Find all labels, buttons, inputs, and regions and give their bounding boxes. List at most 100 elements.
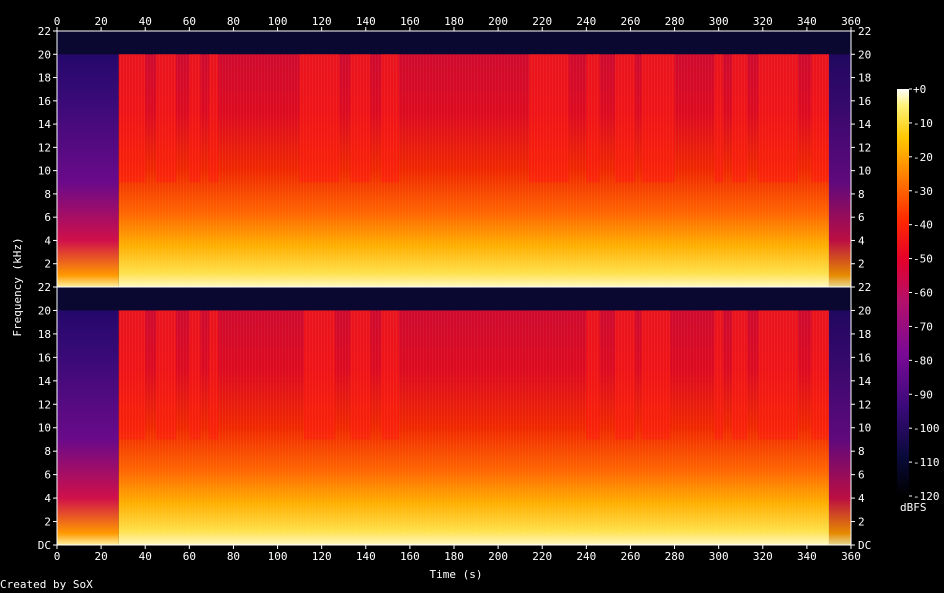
y-tick-label: 20 bbox=[858, 48, 871, 61]
y-tick-label: 16 bbox=[858, 351, 871, 364]
y-tick-label: 22 bbox=[38, 25, 51, 38]
x-tick-label: 260 bbox=[621, 15, 641, 28]
colorbar-tick-label: -110 bbox=[913, 456, 940, 469]
above-cutoff-band bbox=[57, 31, 851, 55]
y-tick-label: DC bbox=[858, 539, 871, 552]
colorbar-tick-label: -50 bbox=[913, 253, 933, 266]
x-tick-label: 320 bbox=[753, 550, 773, 563]
y-tick-label: 4 bbox=[858, 492, 865, 505]
x-tick-label: 220 bbox=[532, 15, 552, 28]
y-tick-label: 22 bbox=[858, 25, 871, 38]
colorbar-tick-label: -20 bbox=[913, 151, 933, 164]
y-tick-label: 8 bbox=[858, 188, 865, 201]
y-tick-label: 14 bbox=[38, 375, 52, 388]
x-tick-label: 320 bbox=[753, 15, 773, 28]
colorbar: +0 -10 -20 -30 -40 -50 -60 -70 -80 -90 -100 -110 -12… bbox=[897, 83, 940, 503]
y-tick-label: 18 bbox=[38, 328, 51, 341]
x-axis-label: Time (s) bbox=[430, 568, 483, 581]
y-tick-label: 18 bbox=[858, 328, 871, 341]
x-tick-label: 200 bbox=[488, 550, 508, 563]
x-tick-label: 360 bbox=[841, 550, 861, 563]
y-tick-label: 2 bbox=[858, 516, 865, 529]
y-tick-label: 6 bbox=[44, 211, 51, 224]
x-tick-label: 120 bbox=[312, 550, 332, 563]
outro-region bbox=[828, 54, 851, 287]
colorbar-tick-label: -100 bbox=[913, 422, 940, 435]
x-tick-label: 340 bbox=[797, 15, 817, 28]
y-tick-label: 22 bbox=[858, 281, 871, 294]
y-tick-label: 14 bbox=[858, 375, 872, 388]
texture-overlay bbox=[118, 310, 829, 545]
x-tick-label: 0 bbox=[54, 550, 61, 563]
y-tick-label: DC bbox=[38, 539, 51, 552]
x-tick-label: 260 bbox=[621, 550, 641, 563]
x-tick-label: 40 bbox=[139, 550, 152, 563]
x-tick-label: 280 bbox=[665, 15, 685, 28]
x-tick-label: 120 bbox=[312, 15, 332, 28]
y-tick-label: 6 bbox=[858, 469, 865, 482]
y-tick-label: 2 bbox=[44, 258, 51, 271]
x-tick-label: 100 bbox=[268, 15, 288, 28]
y-tick-label: 18 bbox=[858, 72, 871, 85]
x-tick-label: 0 bbox=[54, 15, 61, 28]
x-tick-label: 240 bbox=[576, 550, 596, 563]
x-axis-bottom: 0 20 40 60 80 100 120 140 160 180 200 220 240 260 280 3… bbox=[54, 545, 861, 563]
y-tick-label: 8 bbox=[858, 445, 865, 458]
x-tick-label: 140 bbox=[356, 15, 376, 28]
colorbar-tick-label: -90 bbox=[913, 388, 933, 401]
y-tick-label: 10 bbox=[38, 165, 51, 178]
y-tick-label: 16 bbox=[858, 95, 871, 108]
x-tick-label: 80 bbox=[227, 15, 240, 28]
x-tick-label: 280 bbox=[665, 550, 685, 563]
above-cutoff-band bbox=[57, 287, 851, 311]
y-tick-label: 20 bbox=[38, 48, 51, 61]
y-tick-label: 2 bbox=[44, 516, 51, 529]
intro-region bbox=[57, 310, 119, 545]
x-tick-label: 220 bbox=[532, 550, 552, 563]
y-tick-label: 22 bbox=[38, 281, 51, 294]
x-tick-label: 140 bbox=[356, 550, 376, 563]
x-tick-label: 160 bbox=[400, 15, 420, 28]
colorbar-tick-label: -10 bbox=[913, 117, 933, 130]
colorbar-tick-label: +0 bbox=[913, 83, 926, 96]
x-tick-label: 40 bbox=[139, 15, 152, 28]
y-tick-label: 14 bbox=[858, 118, 872, 131]
y-tick-label: 12 bbox=[38, 141, 51, 154]
y-tick-label: 4 bbox=[44, 234, 51, 247]
texture-overlay bbox=[118, 54, 829, 287]
credit-text: Created by SoX bbox=[0, 578, 93, 591]
x-tick-label: 300 bbox=[709, 15, 729, 28]
x-tick-label: 80 bbox=[227, 550, 240, 563]
x-tick-label: 160 bbox=[400, 550, 420, 563]
x-tick-label: 60 bbox=[183, 15, 196, 28]
colorbar-tick-label: -120 bbox=[913, 490, 940, 503]
y-tick-label: 4 bbox=[858, 234, 865, 247]
y-tick-label: 20 bbox=[38, 304, 51, 317]
y-tick-label: 12 bbox=[858, 398, 871, 411]
x-tick-label: 360 bbox=[841, 15, 861, 28]
outro-region bbox=[828, 310, 851, 545]
y-tick-label: 10 bbox=[38, 422, 51, 435]
y-tick-label: 8 bbox=[44, 188, 51, 201]
y-tick-label: 18 bbox=[38, 72, 51, 85]
x-tick-label: 20 bbox=[94, 15, 107, 28]
colorbar-tick-label: -30 bbox=[913, 185, 933, 198]
y-tick-label: 16 bbox=[38, 351, 51, 364]
y-tick-label: 8 bbox=[44, 445, 51, 458]
y-tick-label: 4 bbox=[44, 492, 51, 505]
y-tick-label: 10 bbox=[858, 165, 871, 178]
x-tick-label: 240 bbox=[576, 15, 596, 28]
x-axis-top: 0 20 40 60 80 100 120 140 160 180 200 220 240 260 280 3… bbox=[54, 15, 861, 31]
y-tick-label: 14 bbox=[38, 118, 52, 131]
x-tick-label: 60 bbox=[183, 550, 196, 563]
x-tick-label: 20 bbox=[94, 550, 107, 563]
x-tick-label: 180 bbox=[444, 15, 464, 28]
colorbar-tick-label: -60 bbox=[913, 287, 933, 300]
x-tick-label: 340 bbox=[797, 550, 817, 563]
y-tick-label: 2 bbox=[858, 258, 865, 271]
y-tick-label: 20 bbox=[858, 304, 871, 317]
colorbar-tick-label: -80 bbox=[913, 354, 933, 367]
